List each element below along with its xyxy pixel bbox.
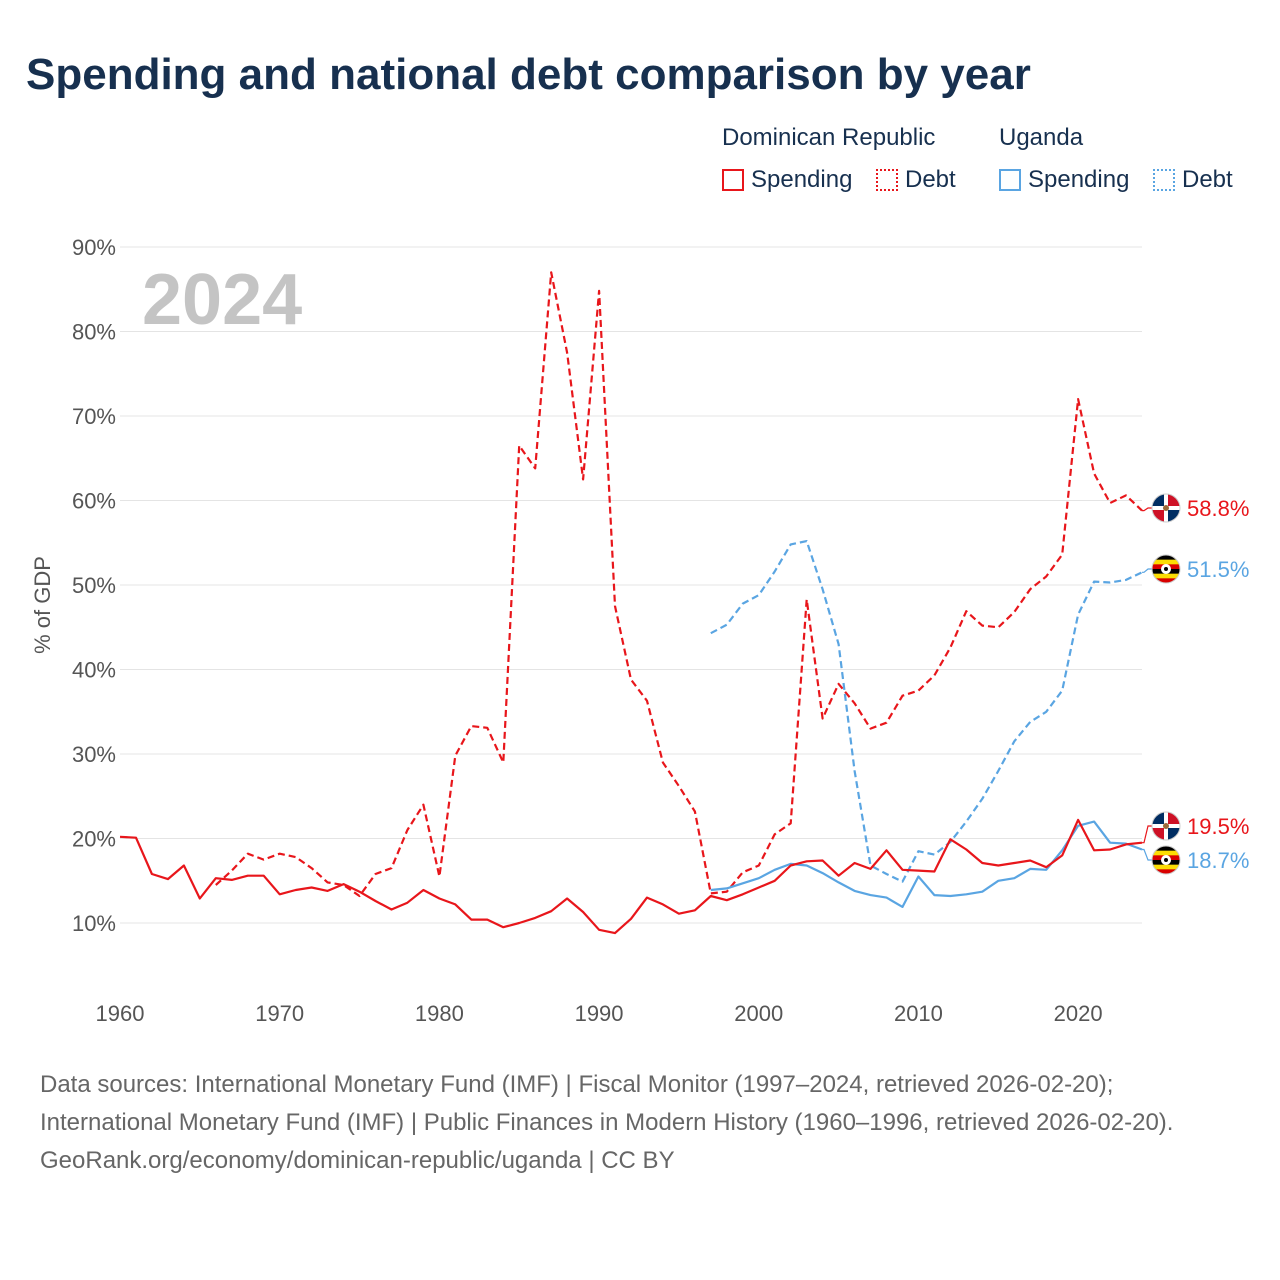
end-connector xyxy=(1142,568,1152,573)
legend-group-dominican-republic: Dominican Republic xyxy=(722,124,936,151)
x-tick-label: 1960 xyxy=(96,1001,145,1026)
legend-item-dr-spending[interactable]: Spending xyxy=(722,166,852,194)
swatch-dotted-blue xyxy=(1153,169,1175,191)
y-tick-label: 70% xyxy=(72,404,116,429)
legend-label: Debt xyxy=(905,166,956,193)
y-axis-label: % of GDP xyxy=(30,556,55,654)
end-connector xyxy=(1142,825,1152,844)
y-axis-ticks: 10% 20% 30% 40% 50% 60% 70% 80% 90% xyxy=(72,235,116,936)
series-line-dominican-republic-debt[interactable] xyxy=(215,271,1143,898)
swatch-solid-blue xyxy=(999,169,1021,191)
end-value-label: 58.8% xyxy=(1187,496,1249,521)
legend-label: Spending xyxy=(1028,166,1130,193)
uganda-flag-icon xyxy=(1151,554,1181,584)
credit-link[interactable]: GeoRank.org/economy/dominican-republic/u… xyxy=(40,1147,675,1174)
end-value-label: 51.5% xyxy=(1187,557,1249,582)
y-tick-label: 30% xyxy=(72,742,116,767)
end-connector xyxy=(1142,848,1152,861)
legend-group-uganda: Uganda xyxy=(999,124,1084,151)
gridlines xyxy=(120,246,1142,924)
chart-title: Spending and national debt comparison by… xyxy=(26,50,1031,99)
end-value-label: 18.7% xyxy=(1187,848,1249,873)
end-value-label: 19.5% xyxy=(1187,814,1249,839)
x-tick-label: 1980 xyxy=(415,1001,464,1026)
y-tick-label: 20% xyxy=(72,827,116,852)
series-line-uganda-debt[interactable] xyxy=(710,539,1143,883)
series-line-dominican-republic-spending[interactable] xyxy=(119,818,1143,935)
series-lines xyxy=(119,271,1143,935)
dominican-republic-flag-icon xyxy=(1151,811,1181,841)
y-tick-label: 10% xyxy=(72,911,116,936)
footer: Data sources: International Monetary Fun… xyxy=(40,1066,1240,1180)
y-tick-label: 40% xyxy=(72,658,116,683)
swatch-dotted-red xyxy=(876,169,898,191)
x-tick-label: 1970 xyxy=(255,1001,304,1026)
legend-label: Spending xyxy=(751,166,853,193)
end-labels: 58.8% 51.5% 19.5% 18.7% xyxy=(1142,493,1249,875)
legend-item-ug-debt[interactable]: Debt xyxy=(1153,166,1233,194)
line-chart: 2024 10% 20% 30% 40% 50% 60% 70% 80% 90% 1960 197… xyxy=(30,235,1249,1026)
y-tick-label: 90% xyxy=(72,235,116,260)
x-tick-label: 2020 xyxy=(1054,1001,1103,1026)
swatch-solid-red xyxy=(722,169,744,191)
y-tick-label: 50% xyxy=(72,573,116,598)
legend-item-dr-debt[interactable]: Debt xyxy=(876,166,956,194)
data-sources: Data sources: International Monetary Fun… xyxy=(40,1071,1174,1136)
end-connector xyxy=(1142,507,1152,512)
y-tick-label: 80% xyxy=(72,320,116,345)
uganda-flag-icon xyxy=(1151,845,1181,875)
dominican-republic-flag-icon xyxy=(1151,493,1181,523)
x-tick-label: 1990 xyxy=(575,1001,624,1026)
legend-item-ug-spending[interactable]: Spending xyxy=(999,166,1129,194)
x-tick-label: 2000 xyxy=(734,1001,783,1026)
y-tick-label: 60% xyxy=(72,489,116,514)
legend-label: Debt xyxy=(1182,166,1233,193)
year-watermark: 2024 xyxy=(142,260,302,340)
x-axis-ticks: 1960 1970 1980 1990 2000 2010 2020 xyxy=(96,1001,1103,1026)
x-tick-label: 2010 xyxy=(894,1001,943,1026)
